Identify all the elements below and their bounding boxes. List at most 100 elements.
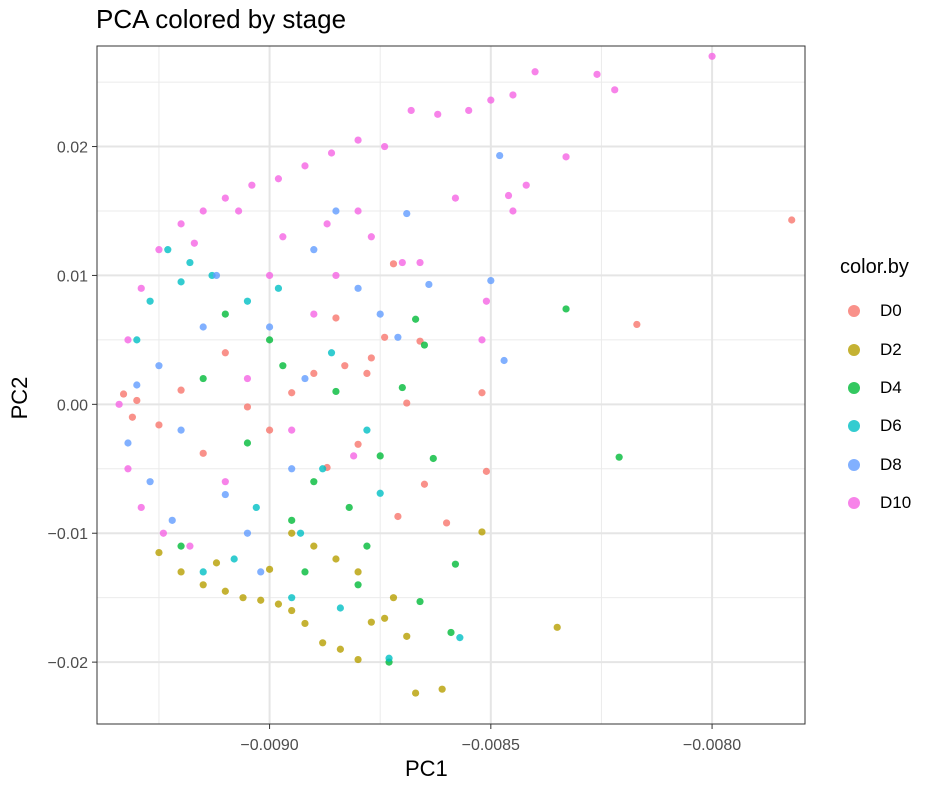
legend-item-d10: D10 [848, 484, 911, 522]
legend-key-d6 [848, 420, 860, 433]
data-point-d10 [323, 220, 331, 228]
data-point-d0 [482, 467, 490, 475]
legend-item-d0: D0 [848, 292, 911, 330]
data-point-d10 [562, 153, 570, 161]
data-point-d0 [128, 413, 136, 421]
data-point-d0 [420, 480, 429, 488]
data-point-d8 [133, 381, 141, 389]
data-point-d6 [363, 426, 371, 434]
data-point-d0 [155, 421, 163, 429]
data-point-d6 [146, 297, 154, 305]
legend-item-d2: D2 [848, 330, 911, 368]
data-point-d8 [332, 207, 340, 215]
data-point-d10 [478, 336, 486, 344]
legend-key-d10 [848, 497, 860, 510]
data-point-d2 [239, 594, 247, 602]
data-point-d10 [327, 149, 336, 157]
data-point-d2 [319, 639, 327, 647]
data-point-d10 [504, 191, 513, 200]
data-point-d10 [416, 258, 424, 267]
data-point-d0 [633, 320, 641, 329]
data-point-d8 [394, 333, 402, 341]
data-point-d10 [531, 68, 539, 76]
data-point-d0 [288, 389, 296, 397]
data-point-d10 [310, 310, 318, 318]
data-point-d10 [367, 233, 375, 241]
data-point-d8 [301, 374, 309, 383]
data-point-d10 [243, 374, 252, 383]
data-point-d2 [553, 623, 561, 631]
data-point-d6 [376, 489, 384, 497]
legend-item-d4: D4 [848, 369, 911, 407]
data-point-d10 [482, 297, 490, 305]
data-point-d10 [593, 70, 601, 78]
data-point-d10 [124, 465, 132, 473]
data-point-d4 [221, 310, 229, 318]
data-point-d6 [133, 336, 141, 344]
data-point-d10 [221, 478, 229, 486]
data-point-d4 [243, 439, 252, 447]
data-point-d8 [500, 356, 508, 365]
data-point-d0 [788, 216, 796, 224]
data-point-d2 [354, 655, 362, 664]
data-point-d4 [416, 597, 424, 606]
data-point-d6 [288, 594, 296, 602]
legend-label: D6 [880, 416, 902, 436]
data-point-d6 [230, 555, 238, 563]
x-tick-label: −0.0085 [462, 737, 520, 754]
data-point-d10 [332, 271, 340, 280]
data-point-d8 [265, 323, 274, 331]
data-point-d4 [332, 387, 340, 396]
data-point-d4 [562, 305, 570, 313]
legend-label: D4 [880, 377, 902, 397]
data-point-d4 [177, 542, 185, 550]
data-point-d8 [376, 310, 384, 318]
legend-title: color.by [840, 256, 909, 278]
data-point-d4 [615, 453, 623, 461]
data-point-d2 [199, 581, 207, 589]
data-point-d2 [438, 685, 446, 693]
legend-key-d4 [848, 381, 860, 394]
data-point-d10 [398, 258, 406, 267]
legend-key-d8 [848, 458, 860, 471]
axis-ticks: −0.0090 −0.0085 −0.0080 −0.02 −0.01 0.00 0.01 0… [48, 140, 742, 754]
data-point-d8 [199, 323, 207, 331]
data-point-d10 [509, 207, 517, 215]
data-point-d8 [496, 151, 504, 160]
data-point-d8 [155, 362, 163, 370]
data-point-d4 [301, 568, 309, 576]
data-point-d2 [412, 689, 420, 697]
data-point-d2 [354, 568, 362, 576]
legend-label: D8 [880, 454, 902, 474]
data-point-d2 [288, 529, 296, 537]
data-point-d10 [177, 220, 185, 228]
data-point-d10 [487, 96, 495, 104]
data-point-d10 [221, 194, 229, 202]
data-point-d0 [442, 519, 451, 527]
data-point-d8 [124, 439, 132, 447]
data-point-d10 [301, 162, 309, 170]
data-point-d4 [420, 341, 429, 349]
data-point-d8 [177, 426, 185, 434]
data-point-d10 [265, 271, 274, 280]
data-point-d4 [288, 516, 296, 524]
data-point-d8 [146, 478, 154, 486]
data-point-d10 [350, 452, 358, 460]
data-point-d4 [412, 315, 420, 323]
data-point-d4 [451, 560, 460, 568]
data-point-d0 [265, 426, 274, 434]
data-point-d8 [288, 465, 296, 473]
data-point-d8 [403, 209, 411, 218]
data-point-d10 [235, 207, 243, 215]
data-point-d10 [248, 181, 256, 189]
data-point-d0 [332, 314, 340, 322]
data-point-d10 [708, 52, 716, 60]
data-point-d8 [354, 284, 362, 292]
data-point-d0 [243, 403, 252, 411]
data-point-d4 [199, 374, 207, 383]
data-point-d0 [389, 260, 398, 268]
data-point-d10 [199, 207, 207, 215]
data-point-d2 [389, 594, 398, 602]
data-point-d2 [221, 587, 229, 595]
